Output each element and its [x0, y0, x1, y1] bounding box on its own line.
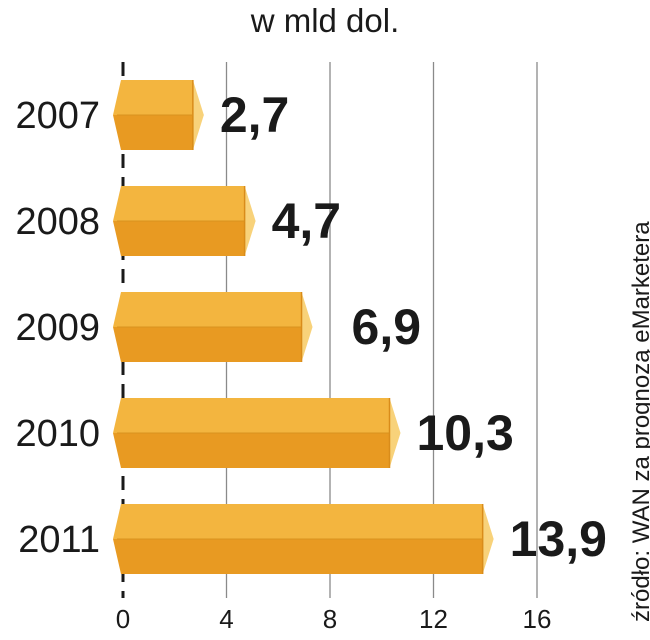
bar [113, 186, 256, 256]
bars [113, 80, 494, 574]
bar-bottom-face [113, 539, 483, 574]
bar-end-cap [482, 504, 494, 574]
x-tick-label: 0 [116, 604, 130, 634]
source-note: źródło: WAN za prognozą eMarketera [628, 221, 650, 622]
bar-end-cap [192, 80, 204, 150]
value-label: 13,9 [510, 511, 607, 567]
value-label: 6,9 [352, 299, 422, 355]
bar-end-cap [389, 398, 401, 468]
bar-top-face [113, 80, 193, 115]
chart-subtitle: w mld dol. [250, 2, 400, 39]
bar-end-cap [244, 186, 256, 256]
bar [113, 398, 401, 468]
bar-end-cap [301, 292, 313, 362]
value-label: 4,7 [272, 193, 342, 249]
x-tick-label: 4 [219, 604, 233, 634]
value-label: 10,3 [417, 405, 514, 461]
bar [113, 292, 313, 362]
bar-top-face [113, 186, 245, 221]
x-tick-label: 8 [323, 604, 337, 634]
bar [113, 504, 494, 574]
bar-bottom-face [113, 221, 245, 256]
bar [113, 80, 204, 150]
value-label: 2,7 [220, 87, 290, 143]
bar-top-face [113, 292, 302, 327]
bar-bottom-face [113, 327, 302, 362]
bar-bottom-face [113, 433, 390, 468]
x-tick-label: 16 [523, 604, 552, 634]
bar-top-face [113, 504, 483, 539]
category-label: 2009 [15, 307, 100, 349]
category-label: 2011 [18, 519, 100, 561]
labels: 0 4 8 12 16 2007 2,7 2008 4,7 2009 6,9 2010 10,3 2011… [15, 87, 607, 634]
bar-bottom-face [113, 115, 193, 150]
category-label: 2008 [15, 201, 100, 243]
x-tick-label: 12 [419, 604, 448, 634]
category-label: 2010 [15, 413, 100, 455]
bar-top-face [113, 398, 390, 433]
category-label: 2007 [15, 95, 100, 137]
